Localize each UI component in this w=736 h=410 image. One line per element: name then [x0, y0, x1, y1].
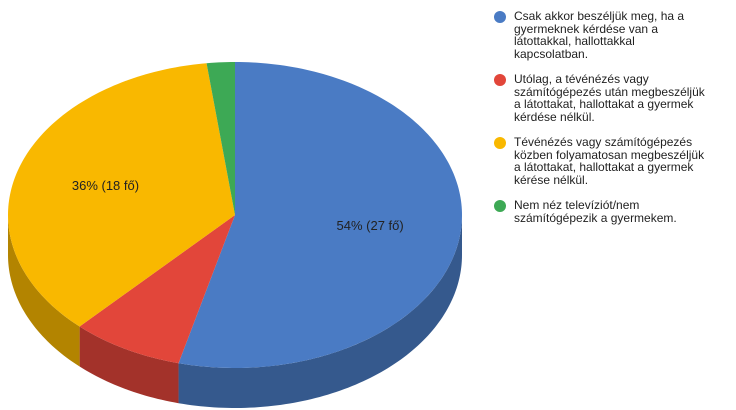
- legend-swatch: [494, 11, 506, 23]
- slice: [206, 62, 235, 215]
- legend-item: Csak akkor beszéljük meg, ha a gyermekne…: [494, 10, 734, 60]
- data-label: 36% (18 fő): [72, 178, 139, 193]
- slice-side: [178, 215, 462, 408]
- data-label: 54% (27 fő): [337, 218, 404, 233]
- legend-swatch: [494, 74, 506, 86]
- legend-label: Nem néz televíziót/nem számítógépezik a …: [514, 198, 677, 225]
- legend-swatch: [494, 200, 506, 212]
- legend-item: Nem néz televíziót/nem számítógépezik a …: [494, 199, 734, 224]
- legend-label: Csak akkor beszéljük meg, ha a gyermekne…: [514, 9, 685, 61]
- slice: [8, 63, 236, 327]
- legend-item: Tévénézés vagy számítógépezés közben fol…: [494, 136, 734, 186]
- legend: Csak akkor beszéljük meg, ha a gyermekne…: [494, 10, 734, 237]
- legend-label: Utólag, a tévénézés vagy számítógépezés …: [514, 72, 705, 124]
- legend-item: Utólag, a tévénézés vagy számítógépezés …: [494, 73, 734, 123]
- slice-side: [8, 215, 80, 367]
- pie: 54% (27 fő) 36% (18 fő): [8, 62, 462, 408]
- slice-side: [79, 326, 179, 404]
- legend-label: Tévénézés vagy számítógépezés közben fol…: [514, 135, 705, 187]
- legend-swatch: [494, 137, 506, 149]
- slice: [79, 215, 235, 364]
- slice: [178, 62, 462, 368]
